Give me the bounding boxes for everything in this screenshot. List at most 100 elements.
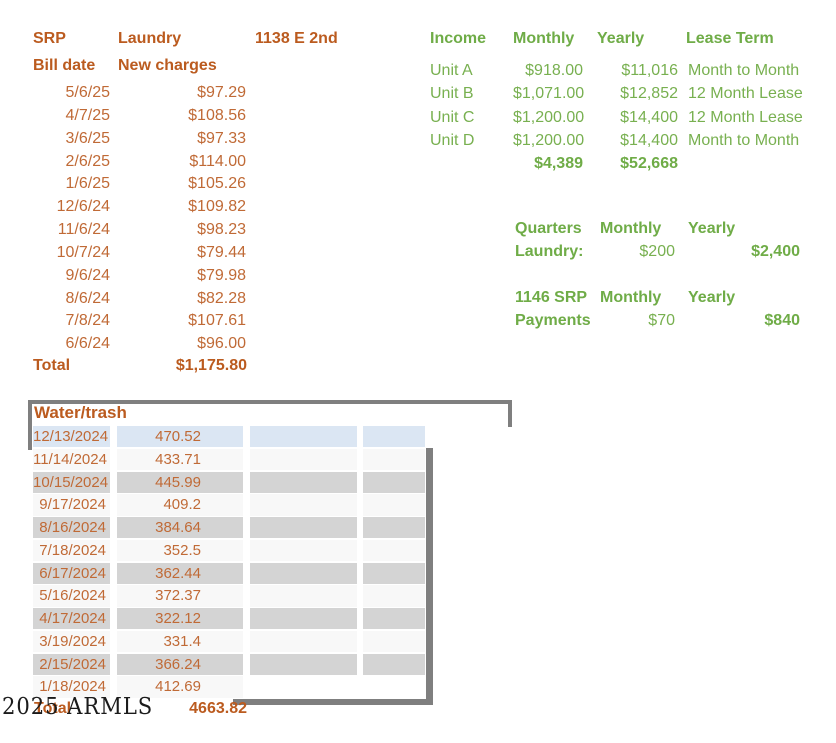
yearly-cell: $12,852 [620,85,678,103]
bill-date-cell: 7/8/24 [65,312,110,330]
bill-row: 5/6/25 $97.29 [33,82,246,105]
monthly-cell: $1,200.00 [513,131,585,149]
water-empty-cell [363,653,425,675]
quarters-yearly-header: Yearly [688,220,736,237]
bill-date-cell: 2/6/25 [65,152,110,170]
bill-amount-cell: $109.82 [188,198,246,216]
lease-cell: 12 Month Lease [688,85,803,103]
unit-cell: Unit D [430,131,475,149]
bill-date-cell: 6/6/24 [65,335,110,353]
water-empty-cell [363,494,425,516]
bill-amount-cell: $79.44 [197,243,246,261]
water-row: 2/15/2024 366.24 [33,653,425,675]
table-shadow-right [425,448,433,705]
water-trash-table: 12/13/2024 470.52 11/14/2024 433.71 10/15/20… [33,426,425,699]
bill-row: 7/8/24 $107.61 [33,310,246,333]
laundry-row-label: Laundry: [515,243,584,260]
bill-row: 9/6/24 $79.98 [33,265,246,288]
water-row: 5/16/2024 372.37 [33,585,425,607]
water-empty-cell [363,517,425,539]
water-empty-cell [250,494,357,516]
srp1146-header: 1146 SRP [515,289,588,306]
bill-amount-cell: $97.33 [197,129,246,147]
bill-amount-cell: $98.23 [197,221,246,239]
water-amount-cell: 384.64 [117,517,243,539]
water-empty-cell [363,630,425,652]
water-row: 6/17/2024 362.44 [33,562,425,584]
water-amount-cell: 445.99 [117,471,243,493]
monthly-cell: $1,200.00 [513,108,585,126]
bill-amount-cell: $96.00 [197,335,246,353]
bill-row: 10/7/24 $79.44 [33,242,246,265]
water-amount-cell: 362.44 [117,562,243,584]
water-date-cell: 9/17/2024 [33,494,110,516]
lease-cell: Month to Month [688,62,800,79]
srp-total-label: Total [33,357,71,374]
frame-top-border [29,400,512,404]
income-row: Unit B $1,071.00 $12,852 12 Month Lease [430,82,803,105]
water-row: 12/13/2024 470.52 [33,426,425,448]
water-row: 9/17/2024 409.2 [33,494,425,516]
payments-monthly-value: $70 [648,312,675,329]
water-empty-cell [363,562,425,584]
bill-amount-cell: $79.98 [197,266,246,284]
monthly-cell: $1,071.00 [513,85,585,103]
water-amount-cell: 470.52 [117,426,243,448]
unit-cell: Unit C [430,108,475,126]
water-row: 8/16/2024 384.64 [33,517,425,539]
water-empty-cell [250,653,357,675]
water-empty-cell [363,585,425,607]
water-empty-cell [250,562,357,584]
water-empty-cell [250,426,357,448]
srp-title: SRP [33,30,66,47]
table-shadow-bottom [233,698,433,705]
water-date-cell: 1/18/2024 [33,676,110,698]
water-empty-cell [250,585,357,607]
water-date-cell: 8/16/2024 [33,517,110,539]
income-total-monthly: $4,389 [534,155,583,173]
bill-date-cell: 1/6/25 [65,175,110,193]
bill-date-cell: 12/6/24 [56,198,110,216]
armls-watermark: 2025 ARMLS [2,694,154,720]
income-total-yearly: $52,668 [620,155,678,173]
payments-yearly-value: $840 [764,312,800,329]
water-row: 10/15/2024 445.99 [33,471,425,493]
water-empty-cell [250,517,357,539]
water-amount-cell: 331.4 [117,630,243,652]
water-row: 11/14/2024 433.71 [33,448,425,470]
payments-row-label: Payments [515,312,591,329]
water-amount-cell: 372.37 [117,585,243,607]
quarters-header: Quarters [515,220,582,237]
water-amount-cell: 366.24 [117,653,243,675]
unit-cell: Unit B [430,85,474,103]
laundry-title: Laundry [118,30,182,47]
lease-cell: 12 Month Lease [688,108,803,126]
bill-row: 3/6/25 $97.33 [33,128,246,151]
bill-list: 5/6/25 $97.29 4/7/25 $108.56 3/6/25 $97.33 2/6… [33,82,246,356]
bill-row: 8/6/24 $82.28 [33,288,246,311]
laundry-yearly-value: $2,400 [751,243,800,260]
water-date-cell: 6/17/2024 [33,562,110,584]
water-empty-cell [250,630,357,652]
water-amount-cell: 409.2 [117,494,243,516]
water-amount-cell: 412.69 [117,676,243,698]
bill-date-cell: 10/7/24 [56,243,110,261]
bill-date-cell: 8/6/24 [65,289,110,307]
monthly-header: Monthly [513,30,575,47]
monthly-cell: $918.00 [525,62,583,79]
water-date-cell: 4/17/2024 [33,608,110,630]
water-total-value: 4663.82 [189,700,247,717]
water-empty-cell [250,448,357,470]
bill-amount-cell: $107.61 [188,312,246,330]
water-amount-cell: 322.12 [117,608,243,630]
income-row: Unit A $918.00 $11,016 Month to Month [430,59,803,82]
water-empty-cell [250,539,357,561]
water-empty-cell [250,608,357,630]
lease-term-header: Lease Term [686,30,774,47]
water-row: 7/18/2024 352.5 [33,539,425,561]
bill-date-cell: 11/6/24 [57,221,110,239]
water-total-row: Total 4663.82 [34,700,247,718]
address-title: 1138 E 2nd [255,30,338,47]
bill-row: 2/6/25 $114.00 [33,151,246,174]
income-list: Unit A $918.00 $11,016 Month to Month Unit B… [430,59,803,175]
